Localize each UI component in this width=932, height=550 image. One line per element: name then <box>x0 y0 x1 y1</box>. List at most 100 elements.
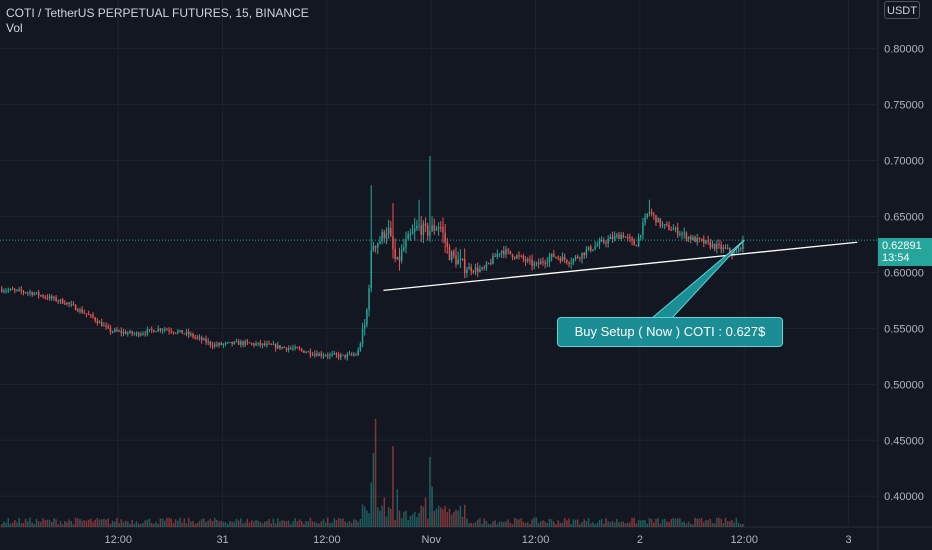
candle-body <box>566 259 568 263</box>
volume-bar <box>724 517 727 527</box>
volume-bar <box>124 520 127 527</box>
volume-bar <box>472 523 475 527</box>
volume-bar <box>529 523 531 527</box>
volume-bar <box>220 520 223 527</box>
candle-body <box>142 333 144 335</box>
volume-bar <box>707 520 709 527</box>
volume-bar <box>7 517 10 527</box>
candle-body <box>207 341 209 343</box>
volume-bar <box>618 522 620 527</box>
candle-body <box>668 224 670 230</box>
candle-body <box>503 250 505 255</box>
volume-bar <box>490 524 492 527</box>
volume-bar <box>718 517 720 527</box>
candle-body <box>685 232 688 239</box>
candle-body <box>22 291 25 293</box>
candle-body <box>94 317 96 321</box>
candle-body <box>661 224 664 226</box>
candle-body <box>474 267 477 272</box>
candle-body <box>240 341 242 345</box>
candle-body <box>185 331 188 334</box>
volume-bar <box>146 519 149 527</box>
volume-bar <box>509 522 512 527</box>
candle-body <box>624 236 627 238</box>
volume-label[interactable]: Vol <box>6 21 23 35</box>
volume-bar <box>459 505 462 527</box>
candle-body <box>716 243 718 249</box>
volume-bar <box>344 521 346 527</box>
volume-bar <box>659 523 662 527</box>
candle-body <box>492 255 494 264</box>
candle-body <box>192 333 194 337</box>
candle-body <box>300 349 303 351</box>
candle-body <box>592 249 594 251</box>
candle-body <box>535 262 538 264</box>
volume-bar <box>709 518 712 527</box>
candle-body <box>437 226 440 229</box>
volume-bar <box>713 523 716 527</box>
volume-bar <box>655 518 657 527</box>
volume-bar <box>322 519 325 527</box>
candle-body <box>224 342 227 344</box>
volume-bar <box>233 521 236 527</box>
candle-body <box>66 302 68 305</box>
time-tick-label: 31 <box>216 534 228 546</box>
buy-setup-callout[interactable]: Buy Setup ( Now ) COTI : 0.627$ <box>557 317 783 347</box>
volume-bar <box>426 518 429 527</box>
volume-bar <box>248 522 251 527</box>
volume-bar <box>594 524 596 527</box>
volume-bar <box>29 517 31 527</box>
volume-bar <box>474 521 477 527</box>
volume-bar <box>3 521 5 527</box>
candle-body <box>481 267 483 269</box>
volume-bar <box>394 519 396 527</box>
candle-body <box>653 213 655 216</box>
candle-body <box>307 351 309 353</box>
candle-body <box>487 263 490 265</box>
volume-bar <box>270 523 273 527</box>
volume-bar <box>476 519 479 527</box>
candle-body <box>322 355 325 357</box>
price-axis[interactable]: 0.80000 0.75000 0.70000 0.65000 0.60000 0.550… <box>884 0 924 504</box>
currency-badge[interactable]: USDT <box>884 1 920 19</box>
volume-bar <box>535 517 538 527</box>
volume-bar <box>613 522 616 527</box>
time-tick-label: 3 <box>845 534 851 546</box>
volume-bar <box>155 521 157 527</box>
volume-bar <box>407 519 409 527</box>
candle-body <box>298 348 301 350</box>
candle-body <box>511 253 514 258</box>
candle-body <box>194 336 196 338</box>
candle-body <box>200 337 203 341</box>
candle-body <box>270 343 273 345</box>
volume-bar <box>531 519 533 527</box>
volume-bar <box>342 518 344 527</box>
candle-body <box>372 245 375 251</box>
candle-body <box>346 354 349 358</box>
candle-body <box>7 289 10 291</box>
volume-bar <box>481 524 483 527</box>
candle-body <box>485 263 488 268</box>
candle-body <box>576 256 579 258</box>
volume-bar <box>385 516 388 527</box>
symbol-title[interactable]: COTI / TetherUS PERPETUAL FUTURES, 15, B… <box>6 6 309 20</box>
price-tick-label: 0.40000 <box>884 491 924 503</box>
candle-body <box>413 228 416 232</box>
volume-bar <box>668 522 670 527</box>
volume-bar <box>470 522 472 527</box>
candle-body <box>459 258 462 260</box>
volume-bar <box>272 518 275 527</box>
candle-body <box>133 333 136 335</box>
volume-bar <box>403 511 405 527</box>
candle-body <box>203 338 205 341</box>
volume-bar <box>483 518 486 527</box>
volume-bar <box>316 522 318 527</box>
candle-body <box>53 297 55 299</box>
candle-body <box>540 261 542 265</box>
candle-body <box>470 266 472 272</box>
time-tick-label: 12:00 <box>313 534 341 546</box>
candle-body <box>739 247 742 250</box>
price-tick-label: 0.80000 <box>884 44 924 56</box>
